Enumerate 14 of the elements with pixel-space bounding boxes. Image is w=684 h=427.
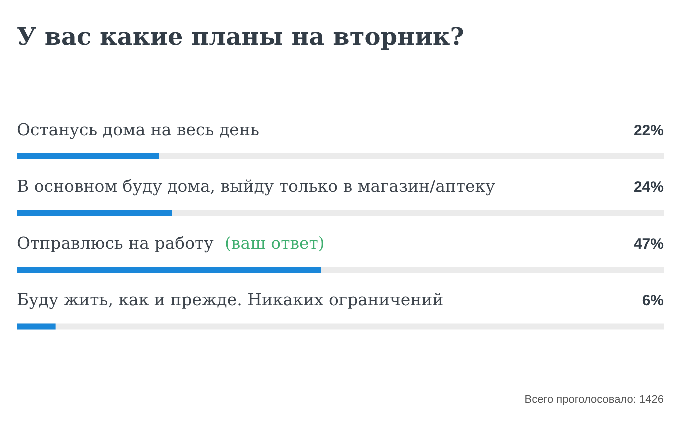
text: Всего проголосовало: 1426 [524, 394, 664, 406]
y-tick-label: В основном буду дома, выйду только в магазин/аптеку [17, 177, 496, 196]
bar [17, 324, 56, 330]
bar [17, 153, 160, 160]
data-label: 47% [634, 236, 664, 253]
y-tick-label: Буду жить, как и прежде. Никаких ограничений [17, 290, 444, 310]
data-label: 6% [642, 292, 664, 310]
chart-title: У вас какие планы на вторник? [17, 22, 464, 51]
data-label: 22% [634, 122, 664, 140]
data-label: 24% [634, 179, 664, 196]
y-tick-label: Останусь дома на весь день [17, 120, 260, 140]
y-tick-label: Отправлюсь на работу [17, 234, 214, 253]
annotation: (ваш ответ) [225, 234, 325, 253]
bar [17, 210, 172, 216]
